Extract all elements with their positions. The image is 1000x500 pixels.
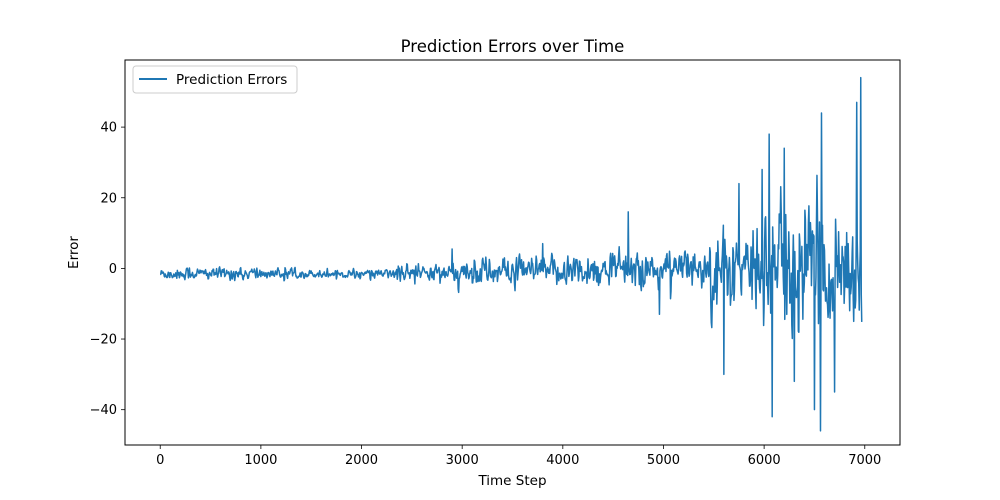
series-line-prediction-errors (159, 76, 863, 432)
y-axis-ticks: −40 −20 0 20 40 (90, 121, 125, 418)
legend: Prediction Errors (132, 65, 298, 94)
y-tick-label: 0 (109, 262, 117, 277)
y-tick-label: 20 (100, 191, 117, 206)
x-tick-label: 7000 (848, 453, 881, 468)
x-tick-label: 5000 (647, 453, 680, 468)
legend-box (132, 65, 298, 94)
x-tick-label: 6000 (748, 453, 781, 468)
series-layer (159, 76, 863, 432)
y-tick-label: −40 (90, 403, 117, 418)
chart-title: Prediction Errors over Time (401, 37, 625, 56)
y-tick-label: −20 (90, 333, 117, 348)
plot-frame (124, 59, 901, 446)
x-tick-label: 3000 (446, 453, 479, 468)
x-tick-label: 1000 (244, 453, 277, 468)
y-axis-label: Error (66, 236, 82, 269)
y-tick-label: 40 (100, 121, 117, 136)
x-tick-label: 0 (156, 453, 164, 468)
x-tick-label: 2000 (345, 453, 378, 468)
x-axis-label: Time Step (477, 473, 546, 489)
legend-label: Prediction Errors (176, 72, 287, 88)
x-axis-ticks: 0 1000 2000 3000 4000 5000 6000 7000 (156, 445, 881, 468)
x-tick-label: 4000 (546, 453, 579, 468)
